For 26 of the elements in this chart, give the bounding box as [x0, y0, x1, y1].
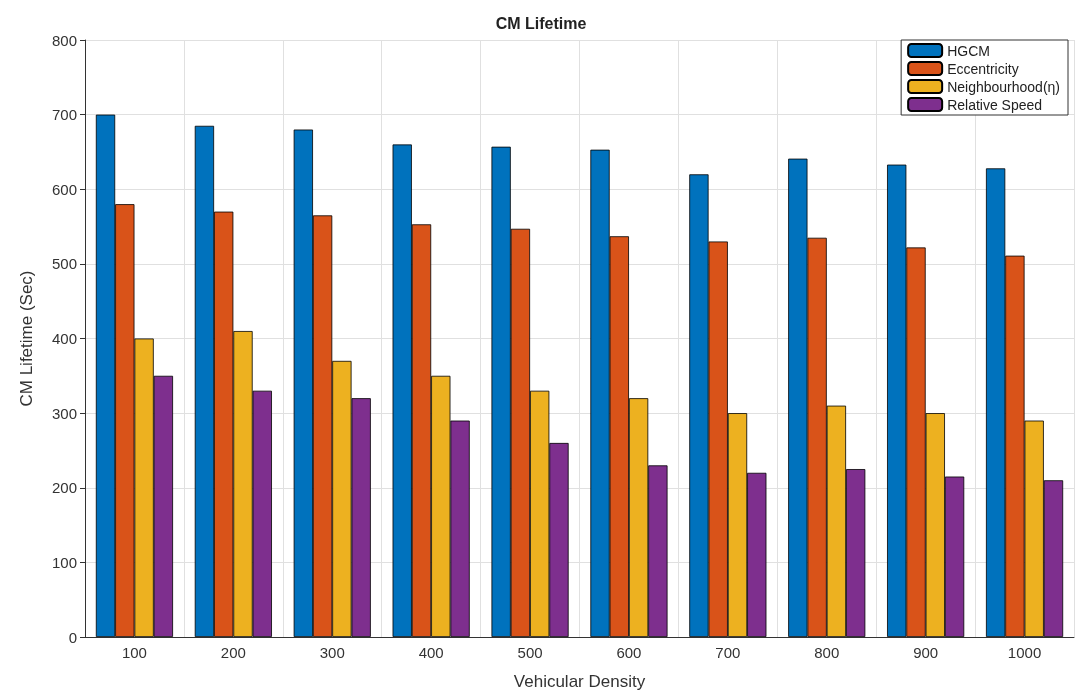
chart-title: CM Lifetime: [495, 14, 587, 32]
legend-label: Relative Speed: [947, 96, 1043, 113]
x-tick-label: 900: [913, 644, 939, 661]
y-tick-label: 500: [51, 255, 77, 273]
y-tick-label: 400: [51, 330, 77, 347]
x-tick-label: 700: [715, 644, 741, 661]
y-tick-label: 700: [51, 106, 77, 124]
x-tick-label: 200: [220, 644, 246, 661]
y-tick-label: 200: [51, 479, 77, 497]
legend-label: HGCM: [947, 42, 990, 59]
x-axis-title: Vehicular Density: [513, 672, 646, 691]
x-tick-label: 300: [319, 644, 345, 661]
legend-label: Neighbourhood(η): [947, 78, 1060, 95]
y-axis-title: CM Lifetime (Sec): [17, 270, 36, 407]
y-tick-label: 300: [51, 404, 77, 422]
x-tick-label: 800: [814, 644, 840, 661]
x-tick-label: 400: [418, 644, 444, 661]
y-tick-label: 600: [51, 180, 77, 198]
x-tick-label: 100: [121, 644, 147, 661]
x-tick-label: 500: [517, 644, 543, 661]
y-tick-label: 0: [68, 628, 77, 646]
x-tick-label: 600: [616, 644, 642, 661]
y-tick-label: 800: [51, 31, 77, 49]
y-tick-label: 100: [51, 553, 77, 571]
x-tick-label: 1000: [1007, 644, 1042, 661]
legend-label: Eccentricity: [947, 60, 1019, 77]
